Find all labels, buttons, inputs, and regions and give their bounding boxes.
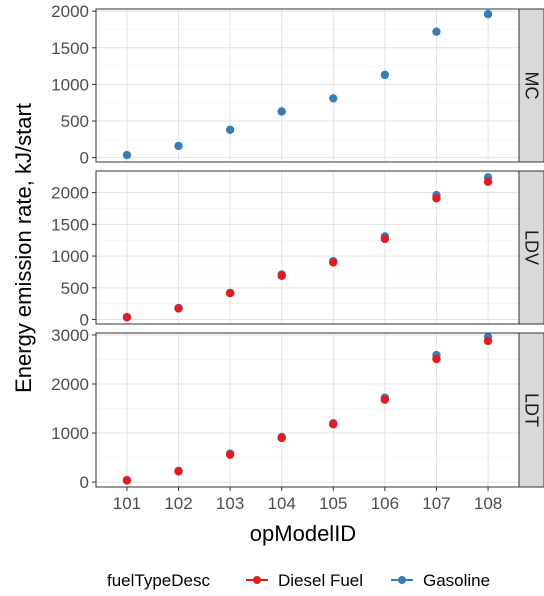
point-gasoline-105 bbox=[329, 94, 338, 103]
x-tick-label: 108 bbox=[474, 494, 502, 513]
y-tick-label: 500 bbox=[61, 279, 89, 298]
point-diesel-fuel-104 bbox=[277, 271, 286, 280]
legend-key-gasoline bbox=[391, 576, 413, 584]
x-tick-label: 105 bbox=[319, 494, 347, 513]
y-tick-label: 1000 bbox=[51, 424, 89, 443]
point-gasoline-106 bbox=[380, 70, 390, 80]
legend-label-diesel: Diesel Fuel bbox=[278, 571, 363, 590]
point-gasoline-103 bbox=[225, 125, 235, 134]
point-diesel-fuel-108 bbox=[483, 177, 493, 186]
point-diesel-fuel-105 bbox=[329, 420, 338, 429]
y-tick-label: 0 bbox=[80, 311, 89, 330]
panel-mc: 0 500 1000 1500 2000 MC bbox=[51, 2, 544, 168]
y-tick-label: 2000 bbox=[51, 184, 89, 203]
y-tick-label: 2000 bbox=[51, 375, 89, 394]
x-axis: 101 102 103 104 105 106 107 108 bbox=[113, 487, 502, 513]
panel-background bbox=[96, 333, 519, 487]
x-tick-label: 106 bbox=[371, 494, 399, 513]
strip-label-ldt: LDT bbox=[522, 393, 542, 427]
point-diesel-fuel-102 bbox=[174, 304, 183, 313]
point-diesel-fuel-106 bbox=[380, 234, 390, 244]
y-tick-label: 2000 bbox=[51, 2, 89, 21]
point-diesel-fuel-101 bbox=[122, 476, 132, 485]
y-tick-label: 0 bbox=[80, 473, 89, 492]
x-axis-title: opModelID bbox=[250, 521, 356, 546]
point-gasoline-107 bbox=[432, 27, 441, 36]
point-diesel-fuel-101 bbox=[122, 313, 132, 322]
panels: 0 500 1000 1500 2000 MC 0 500 1000 1500 2000 LDV 0 10… bbox=[51, 2, 544, 492]
x-tick-label: 102 bbox=[164, 494, 192, 513]
point-diesel-fuel-106 bbox=[380, 395, 390, 404]
x-tick-label: 103 bbox=[216, 494, 244, 513]
point-gasoline-102 bbox=[174, 141, 183, 151]
legend-key-diesel bbox=[246, 576, 268, 584]
strip-background bbox=[518, 8, 544, 163]
y-axis-title: Energy emission rate, kJ/start bbox=[11, 103, 36, 393]
legend: fuelTypeDesc Diesel Fuel Gasoline bbox=[107, 571, 490, 590]
point-diesel-fuel-108 bbox=[483, 336, 493, 346]
point-diesel-fuel-104 bbox=[277, 433, 286, 443]
point-gasoline-108 bbox=[483, 9, 493, 19]
x-tick-label: 104 bbox=[268, 494, 296, 513]
point-diesel-fuel-107 bbox=[432, 354, 441, 364]
strip-label-ldv: LDV bbox=[522, 230, 542, 265]
y-tick-label: 1500 bbox=[51, 39, 89, 58]
point-diesel-fuel-105 bbox=[329, 258, 338, 267]
legend-label-gasoline: Gasoline bbox=[423, 571, 490, 590]
point-gasoline-101 bbox=[122, 150, 132, 160]
y-tick-label: 3000 bbox=[51, 326, 89, 345]
strip-background bbox=[518, 332, 544, 488]
point-diesel-fuel-107 bbox=[432, 194, 441, 203]
point-diesel-fuel-103 bbox=[225, 289, 235, 298]
panel-ldv: 0 500 1000 1500 2000 LDV bbox=[51, 170, 544, 330]
point-diesel-fuel-103 bbox=[225, 450, 235, 459]
panel-ldt: 0 1000 2000 3000 LDT bbox=[51, 326, 544, 492]
panel-background bbox=[96, 171, 519, 324]
point-gasoline-104 bbox=[277, 107, 286, 116]
strip-background bbox=[518, 170, 544, 325]
y-tick-label: 1000 bbox=[51, 75, 89, 94]
y-tick-label: 0 bbox=[80, 149, 89, 168]
x-tick-label: 107 bbox=[422, 494, 450, 513]
y-tick-label: 1000 bbox=[51, 247, 89, 266]
y-tick-label: 1500 bbox=[51, 215, 89, 234]
x-tick-label: 101 bbox=[113, 494, 141, 513]
legend-title: fuelTypeDesc bbox=[107, 571, 210, 590]
panel-background bbox=[96, 9, 519, 162]
strip-label-mc: MC bbox=[522, 72, 542, 100]
y-tick-label: 500 bbox=[61, 112, 89, 131]
point-diesel-fuel-102 bbox=[174, 467, 183, 476]
